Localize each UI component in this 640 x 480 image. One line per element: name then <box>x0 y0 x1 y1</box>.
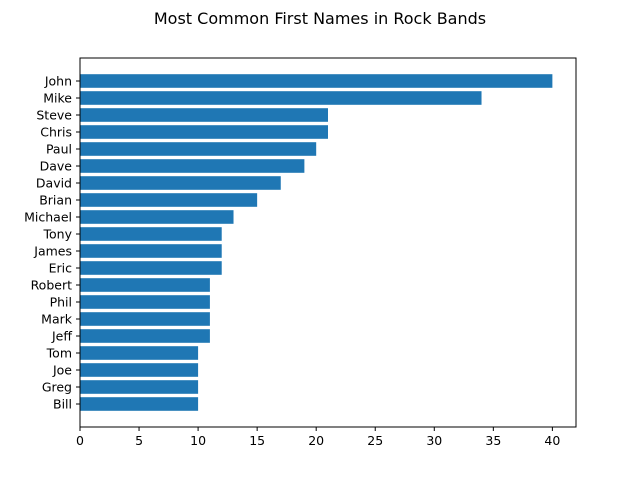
y-tick-label: Mark <box>41 312 73 327</box>
y-tick-label: Tom <box>46 346 72 361</box>
y-tick-label: Robert <box>31 278 73 293</box>
y-tick-label: Greg <box>42 380 72 395</box>
y-tick-label: James <box>33 244 72 259</box>
bar-steve <box>80 108 328 122</box>
bar-mark <box>80 312 210 326</box>
bar-james <box>80 244 222 258</box>
y-tick-label: David <box>36 176 72 191</box>
bar-joe <box>80 363 199 377</box>
y-tick-label: Bill <box>53 397 72 412</box>
x-tick-label: 20 <box>308 433 324 448</box>
x-tick-label: 30 <box>426 433 442 448</box>
bar-chris <box>80 125 328 139</box>
bar-phil <box>80 295 210 309</box>
bar-mike <box>80 91 482 105</box>
y-tick-label: Eric <box>49 261 73 276</box>
bar-tony <box>80 227 222 241</box>
bar-eric <box>80 261 222 275</box>
x-tick-label: 5 <box>135 433 143 448</box>
y-tick-label: Joe <box>52 363 72 378</box>
x-tick-label: 40 <box>544 433 560 448</box>
bar-tom <box>80 346 199 360</box>
x-tick-label: 0 <box>76 433 84 448</box>
plot-frame <box>79 57 577 428</box>
y-tick-label: Dave <box>40 159 73 174</box>
y-tick-label: Tony <box>43 227 73 242</box>
y-tick-label: Brian <box>39 193 72 208</box>
y-axis-ticks: John Mike Steve Chris Paul Dave David Brian Mich… <box>24 74 80 412</box>
bar-greg <box>80 380 199 394</box>
bar-bill <box>80 397 199 411</box>
y-tick-label: Michael <box>24 210 72 225</box>
y-tick-label: Chris <box>40 125 72 140</box>
y-tick-label: Jeff <box>51 329 72 344</box>
bar-robert <box>80 278 210 292</box>
bar-paul <box>80 142 317 156</box>
x-tick-label: 10 <box>190 433 206 448</box>
bar-jeff <box>80 329 210 343</box>
y-tick-label: Mike <box>43 91 72 106</box>
bar-brian <box>80 193 258 207</box>
bar-john <box>80 74 553 88</box>
bar-dave <box>80 159 305 173</box>
bar-david <box>80 176 281 190</box>
chart-title: Most Common First Names in Rock Bands <box>154 9 486 28</box>
y-tick-label: John <box>44 74 72 89</box>
bar-michael <box>80 210 234 224</box>
y-tick-label: Paul <box>46 142 72 157</box>
x-axis-ticks: 0 5 10 15 20 25 30 35 40 <box>76 427 560 448</box>
bars-group <box>80 74 553 411</box>
y-tick-label: Phil <box>50 295 72 310</box>
x-tick-label: 35 <box>485 433 501 448</box>
x-tick-label: 25 <box>367 433 383 448</box>
x-tick-label: 15 <box>249 433 265 448</box>
y-tick-label: Steve <box>36 108 72 123</box>
